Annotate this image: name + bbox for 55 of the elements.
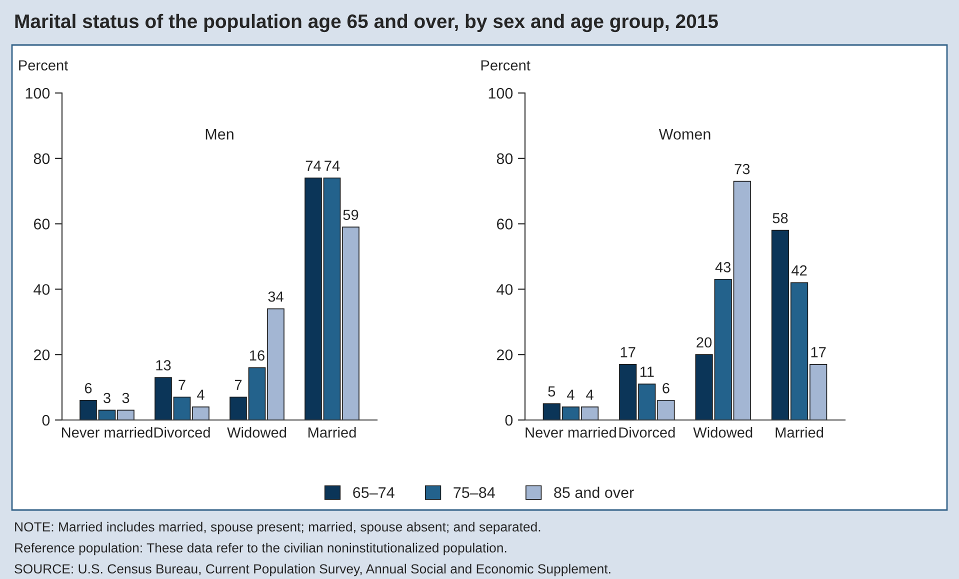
y-tick-label: 40	[496, 284, 513, 295]
x-tick-label: Married	[776, 426, 824, 438]
data-label: 42	[792, 265, 807, 276]
data-label: 34	[268, 291, 284, 302]
data-label: 6	[662, 383, 670, 394]
legend-label: 85 and over	[554, 486, 634, 498]
text: Reference population: These data refer to the civilian noninstitutionalized population.	[15, 542, 506, 556]
data-label: 4	[197, 390, 204, 400]
y-tick-label: 60	[34, 218, 50, 230]
data-label: 16	[250, 350, 264, 361]
legend-label: 65–74	[353, 487, 394, 498]
y-axis-title: Percent	[481, 60, 530, 70]
chart-title: Marital status of the population age 65 and over, by sex and age group, 2015	[15, 14, 718, 32]
x-tick-label: Married	[308, 426, 356, 438]
y-tick-label: 80	[496, 153, 513, 164]
x-tick-label: Never married	[62, 426, 152, 438]
data-label: 17	[620, 347, 636, 358]
y-tick-label: 20	[34, 349, 50, 360]
data-label: 5	[548, 386, 556, 397]
data-label: 59	[343, 210, 358, 220]
text: Men	[206, 128, 234, 140]
y-tick-label: 0	[42, 414, 50, 426]
data-label: 73	[734, 164, 750, 174]
data-label: 13	[156, 360, 171, 370]
y-tick-label: 0	[505, 414, 513, 426]
data-label: 4	[566, 390, 574, 400]
y-tick-label: 80	[34, 153, 50, 164]
data-label: 43	[715, 262, 731, 272]
data-label: 20	[696, 337, 712, 348]
text: Women	[658, 128, 710, 140]
data-label: 7	[234, 380, 242, 390]
data-label: 7	[178, 380, 186, 390]
text: NOTE: Married includes married, spouse present; married, spouse absent; and separated.	[15, 522, 540, 534]
data-label: 17	[811, 347, 826, 358]
data-label: 3	[122, 392, 130, 404]
data-label: 3	[104, 392, 110, 404]
source-note: SOURCE: U.S. Census Bureau, Current Population Survey, Annual Social and Economic Supplement.	[14, 564, 610, 576]
x-tick-label: Widowed	[693, 426, 752, 438]
y-tick-label: 20	[496, 349, 513, 360]
data-label: 74	[324, 160, 340, 171]
data-label: 4	[586, 390, 594, 400]
y-tick-label: 40	[34, 284, 50, 295]
data-label: 6	[84, 383, 92, 394]
x-tick-label: Never married	[526, 426, 616, 438]
data-label: 74	[306, 160, 321, 171]
y-tick-label: 100	[26, 88, 50, 99]
x-tick-label: Divorced	[154, 426, 210, 438]
y-axis-title: Percent	[19, 60, 68, 70]
x-tick-label: Divorced	[619, 426, 675, 438]
y-tick-label: 100	[488, 88, 513, 99]
data-label: 58	[772, 212, 788, 224]
legend-label: 75–84	[454, 487, 495, 498]
data-label: 11	[640, 366, 654, 377]
y-tick-label: 60	[496, 218, 513, 230]
x-tick-label: Widowed	[227, 426, 286, 438]
